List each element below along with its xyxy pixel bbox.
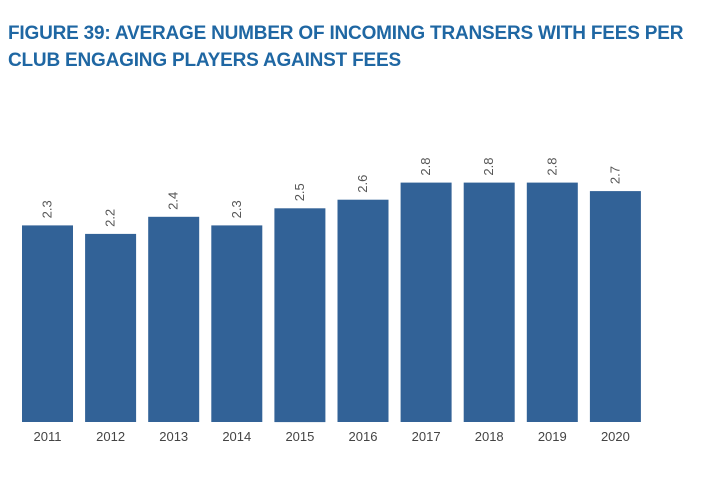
value-label-2017: 2.8 (418, 158, 433, 176)
x-tick-2018: 2018 (475, 429, 504, 444)
bar-2016 (337, 199, 389, 422)
value-label-2016: 2.6 (355, 175, 370, 193)
bar-2014 (211, 225, 263, 422)
bar-2018 (463, 182, 515, 422)
bar-2013 (148, 216, 200, 422)
x-tick-2015: 2015 (285, 429, 314, 444)
bars-group (22, 182, 641, 423)
x-tick-2020: 2020 (601, 429, 630, 444)
x-axis-tick-labels: 2011 2012 2013 2014 2015 2016 2017 2018 2019 2020 (34, 429, 630, 444)
value-label-2015: 2.5 (292, 183, 307, 201)
chart-title: FIGURE 39: AVERAGE NUMBER OF INCOMING TR… (8, 23, 684, 71)
bar-2015 (274, 208, 326, 423)
value-labels-group: 2.3 2.2 2.4 2.3 2.5 2.6 2.8 2.8 2.8 2.7 (40, 158, 623, 227)
x-tick-2014: 2014 (222, 429, 251, 444)
value-label-2020: 2.7 (607, 166, 622, 184)
x-tick-2016: 2016 (349, 429, 378, 444)
value-label-2018: 2.8 (481, 158, 496, 176)
x-tick-2011: 2011 (34, 429, 62, 444)
bar-2017 (400, 182, 452, 422)
x-tick-2013: 2013 (159, 429, 188, 444)
value-label-2014: 2.3 (229, 200, 244, 218)
x-tick-2019: 2019 (538, 429, 567, 444)
bar-2011 (22, 225, 73, 422)
x-tick-2017: 2017 (412, 429, 441, 444)
bar-2020 (589, 191, 641, 422)
bar-2012 (85, 233, 137, 422)
value-label-2013: 2.4 (166, 192, 181, 210)
x-tick-2012: 2012 (96, 429, 125, 444)
value-label-2019: 2.8 (544, 158, 559, 176)
value-label-2011: 2.3 (40, 200, 55, 218)
bar-2019 (526, 182, 578, 422)
value-label-2012: 2.2 (103, 209, 118, 227)
